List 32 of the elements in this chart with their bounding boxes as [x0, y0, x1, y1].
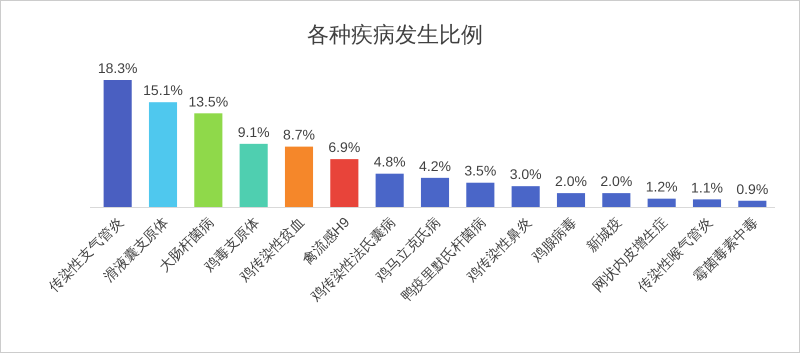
- data-label: 6.9%: [328, 139, 360, 156]
- data-label: 4.2%: [419, 158, 451, 174]
- bar: [692, 199, 722, 207]
- bar: [284, 146, 314, 207]
- x-tick-label: 新城疫: [583, 214, 624, 255]
- data-label: 2.0%: [555, 173, 587, 190]
- bar: [420, 178, 450, 207]
- data-label: 4.8%: [374, 154, 406, 170]
- data-label: 1.2%: [646, 178, 678, 195]
- bar: [602, 193, 630, 207]
- bar: [330, 159, 358, 207]
- data-label: 15.1%: [143, 82, 183, 98]
- data-label: 3.5%: [464, 162, 496, 179]
- data-label: 18.3%: [98, 60, 138, 76]
- bar: [194, 113, 222, 207]
- data-label: 8.7%: [283, 126, 315, 143]
- bar: [648, 198, 676, 207]
- bar: [148, 102, 178, 207]
- bar: [104, 80, 132, 207]
- bar: [556, 193, 586, 207]
- data-label: 9.1%: [238, 124, 270, 140]
- bar: [240, 144, 268, 207]
- bar: [466, 182, 494, 207]
- data-label: 1.1%: [691, 179, 723, 196]
- bar: [376, 174, 404, 207]
- chart-title: 各种疾病发生比例: [307, 22, 483, 47]
- data-label: 3.0%: [510, 166, 542, 182]
- data-label: 0.9%: [736, 180, 768, 197]
- bar: [738, 200, 766, 207]
- data-label: 13.5%: [188, 93, 228, 110]
- data-label: 2.0%: [600, 173, 632, 190]
- bar: [512, 186, 540, 207]
